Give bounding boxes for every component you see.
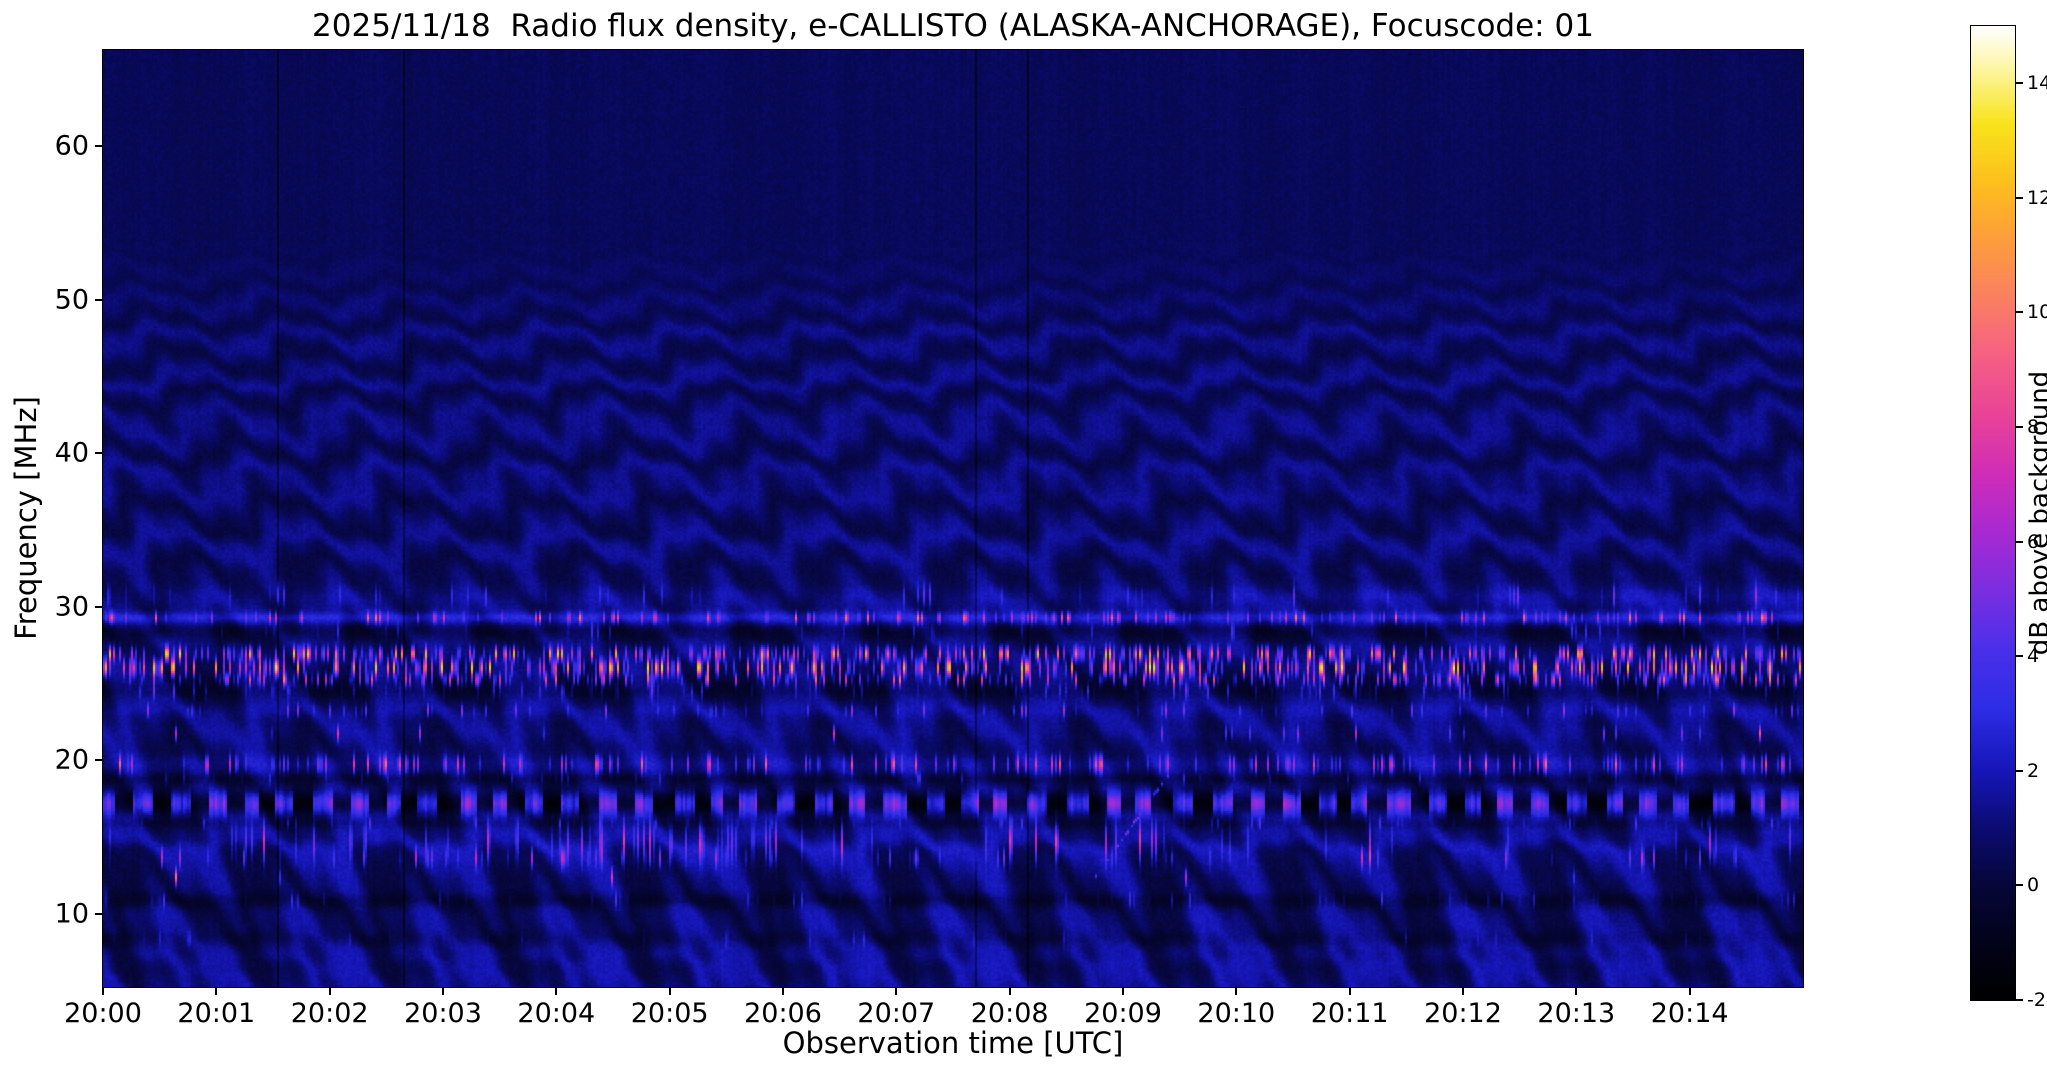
x-tick-label: 20:08 — [970, 998, 1049, 1029]
colorbar-tick-label: 6 — [2027, 530, 2040, 553]
x-tick-label: 20:04 — [517, 998, 596, 1029]
x-tick-label: 20:09 — [1084, 998, 1162, 1029]
x-tick-mark — [555, 987, 558, 995]
colorbar-tick-mark — [2016, 884, 2023, 887]
colorbar-tick-mark — [2016, 769, 2023, 772]
x-tick-label: 20:05 — [630, 998, 709, 1029]
x-tick-mark — [1462, 987, 1464, 995]
x-tick-mark — [102, 987, 104, 995]
x-tick-label: 20:13 — [1537, 998, 1616, 1029]
y-tick-label: 40 — [54, 437, 89, 469]
y-tick-label: 20 — [54, 744, 89, 776]
x-tick-mark — [1575, 987, 1578, 995]
x-tick-label: 20:00 — [64, 998, 142, 1029]
colorbar-tick-mark — [2016, 426, 2023, 429]
y-tick-mark — [95, 759, 103, 762]
x-tick-label: 20:07 — [857, 998, 936, 1029]
x-tick-mark — [1008, 987, 1011, 995]
x-tick-label: 20:01 — [177, 998, 256, 1029]
colorbar-tick-mark — [2016, 999, 2023, 1001]
x-tick-label: 20:10 — [1197, 998, 1276, 1029]
x-tick-mark — [1122, 987, 1124, 995]
x-tick-label: 20:12 — [1424, 998, 1502, 1029]
colorbar-tick-mark — [2016, 655, 2023, 658]
x-tick-mark — [1348, 987, 1351, 995]
y-tick-mark — [95, 298, 103, 301]
colorbar-tick-label: 0 — [2027, 874, 2040, 897]
colorbar-tick-label: 4 — [2027, 645, 2040, 668]
colorbar-tick-label: 2 — [2027, 759, 2040, 782]
colorbar-tick-label: 14 — [2027, 72, 2047, 95]
x-tick-mark — [215, 987, 218, 995]
y-tick-mark — [95, 913, 103, 916]
x-tick-label: 20:14 — [1650, 998, 1729, 1029]
y-tick-mark — [95, 145, 103, 147]
y-tick-label: 60 — [54, 130, 89, 162]
x-tick-label: 20:03 — [404, 998, 482, 1029]
x-tick-label: 20:02 — [290, 998, 369, 1029]
colorbar-label: dB above background — [2025, 370, 2047, 656]
y-tick-mark — [95, 605, 103, 608]
chart-title: 2025/11/18 Radio flux density, e-CALLIST… — [312, 8, 1594, 44]
x-tick-mark — [1235, 987, 1238, 995]
x-tick-mark — [668, 987, 671, 995]
colorbar — [1970, 25, 2016, 1001]
x-tick-label: 20:11 — [1310, 998, 1389, 1029]
colorbar-tick-mark — [2016, 196, 2023, 199]
y-tick-label: 30 — [54, 591, 89, 623]
colorbar-tick-mark — [2016, 540, 2023, 543]
colorbar-tick-label: -2 — [2027, 989, 2046, 1011]
x-tick-mark — [442, 987, 444, 995]
x-tick-mark — [328, 987, 331, 995]
colorbar-tick-mark — [2016, 82, 2023, 85]
x-tick-mark — [1688, 987, 1691, 995]
spectrogram-heatmap — [102, 49, 1804, 988]
x-axis-label: Observation time [UTC] — [782, 1026, 1124, 1060]
colorbar-tick-label: 12 — [2027, 186, 2047, 209]
y-tick-label: 10 — [54, 898, 89, 930]
x-tick-mark — [895, 987, 898, 995]
colorbar-tick-label: 10 — [2027, 301, 2047, 324]
colorbar-tick-label: 8 — [2027, 416, 2040, 439]
colorbar-tick-mark — [2016, 311, 2023, 314]
y-tick-mark — [95, 452, 103, 455]
y-tick-label: 50 — [54, 284, 89, 316]
x-tick-label: 20:06 — [744, 998, 822, 1029]
x-tick-mark — [782, 987, 784, 995]
y-axis-label: Frequency [MHz] — [9, 396, 43, 640]
